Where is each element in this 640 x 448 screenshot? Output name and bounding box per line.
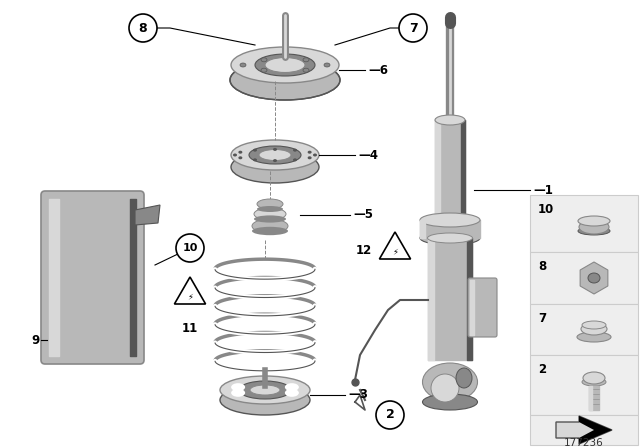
Circle shape [399, 14, 427, 42]
Ellipse shape [303, 58, 309, 62]
Polygon shape [175, 277, 205, 304]
Ellipse shape [581, 323, 607, 335]
Ellipse shape [285, 383, 299, 391]
Ellipse shape [422, 363, 477, 401]
Text: 8: 8 [139, 22, 147, 34]
Ellipse shape [273, 159, 277, 162]
Text: 11: 11 [182, 322, 198, 335]
Ellipse shape [231, 47, 339, 83]
Ellipse shape [233, 154, 237, 156]
Ellipse shape [261, 58, 267, 62]
Text: —6: —6 [368, 64, 388, 77]
Text: —5: —5 [353, 208, 373, 221]
Text: ⚡: ⚡ [187, 292, 193, 302]
Ellipse shape [308, 151, 312, 154]
Bar [530, 415, 638, 445]
Ellipse shape [285, 389, 299, 397]
Ellipse shape [231, 140, 319, 170]
Polygon shape [579, 416, 612, 444]
Ellipse shape [254, 215, 286, 223]
Ellipse shape [582, 321, 606, 329]
Ellipse shape [238, 156, 243, 159]
Text: ⚡: ⚡ [392, 247, 398, 256]
FancyBboxPatch shape [468, 278, 497, 337]
Text: 9: 9 [32, 333, 40, 346]
Ellipse shape [261, 68, 267, 72]
Bar [530, 355, 638, 415]
Ellipse shape [252, 227, 288, 235]
Ellipse shape [456, 368, 472, 388]
Ellipse shape [420, 213, 480, 227]
Bar [530, 195, 638, 252]
Polygon shape [380, 232, 411, 259]
Text: 10: 10 [182, 243, 198, 253]
Ellipse shape [578, 227, 610, 235]
Ellipse shape [313, 154, 317, 156]
Bar [530, 304, 638, 355]
Ellipse shape [220, 385, 310, 415]
Text: —3: —3 [348, 388, 368, 401]
Ellipse shape [249, 146, 301, 164]
Circle shape [176, 234, 204, 262]
Ellipse shape [578, 216, 610, 226]
FancyBboxPatch shape [41, 191, 144, 364]
Ellipse shape [257, 206, 283, 212]
Ellipse shape [435, 115, 465, 125]
Text: 12: 12 [356, 244, 372, 257]
Ellipse shape [240, 63, 246, 67]
Circle shape [129, 14, 157, 42]
Text: 2: 2 [538, 363, 546, 376]
Ellipse shape [253, 158, 257, 161]
Ellipse shape [303, 68, 309, 72]
Ellipse shape [324, 63, 330, 67]
Ellipse shape [239, 381, 291, 399]
Text: 8: 8 [538, 260, 547, 273]
Ellipse shape [231, 389, 245, 397]
Ellipse shape [273, 148, 277, 151]
Circle shape [431, 374, 459, 402]
Ellipse shape [259, 150, 291, 160]
Ellipse shape [293, 158, 297, 161]
Ellipse shape [265, 57, 305, 73]
Ellipse shape [422, 394, 477, 410]
Ellipse shape [230, 60, 340, 100]
Ellipse shape [582, 378, 606, 386]
Circle shape [376, 401, 404, 429]
Ellipse shape [253, 149, 257, 152]
Ellipse shape [255, 54, 315, 76]
Ellipse shape [583, 372, 605, 384]
Bar [530, 252, 638, 304]
Ellipse shape [293, 149, 297, 152]
Ellipse shape [231, 151, 319, 183]
Text: 177236: 177236 [564, 438, 604, 448]
Text: 2: 2 [386, 409, 394, 422]
Text: —4: —4 [358, 148, 378, 161]
Polygon shape [556, 416, 612, 444]
Ellipse shape [238, 151, 243, 154]
Ellipse shape [308, 156, 312, 159]
Ellipse shape [588, 273, 600, 283]
Ellipse shape [420, 231, 480, 245]
Ellipse shape [579, 220, 609, 234]
Text: 7: 7 [408, 22, 417, 34]
Polygon shape [135, 205, 160, 225]
Text: 10: 10 [538, 203, 554, 216]
Ellipse shape [252, 219, 288, 233]
Ellipse shape [220, 376, 310, 404]
Ellipse shape [254, 208, 286, 220]
Ellipse shape [250, 385, 280, 395]
Ellipse shape [231, 383, 245, 391]
Ellipse shape [577, 332, 611, 342]
Ellipse shape [428, 233, 472, 243]
Text: —1: —1 [533, 184, 553, 197]
Text: 7: 7 [538, 312, 546, 325]
Ellipse shape [257, 199, 283, 209]
